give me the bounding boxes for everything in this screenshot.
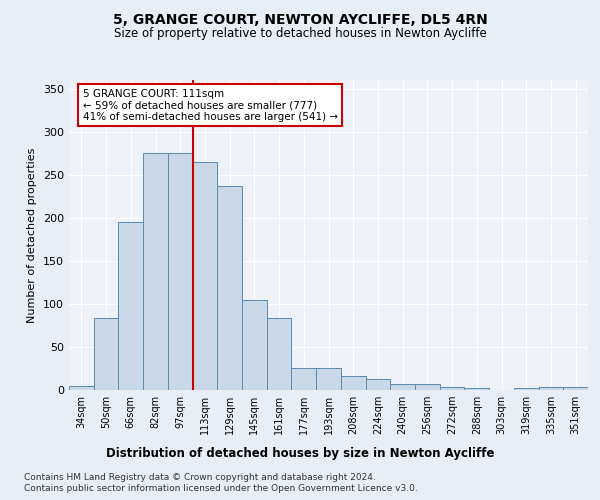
- Y-axis label: Number of detached properties: Number of detached properties: [28, 148, 37, 322]
- Text: Distribution of detached houses by size in Newton Aycliffe: Distribution of detached houses by size …: [106, 448, 494, 460]
- Bar: [193, 162, 217, 390]
- Bar: [390, 384, 415, 390]
- Bar: [514, 388, 539, 390]
- Bar: [94, 318, 118, 390]
- Bar: [464, 388, 489, 390]
- Bar: [267, 318, 292, 390]
- Bar: [168, 153, 193, 390]
- Bar: [539, 388, 563, 390]
- Bar: [415, 384, 440, 390]
- Bar: [440, 386, 464, 390]
- Bar: [217, 186, 242, 390]
- Bar: [242, 300, 267, 390]
- Text: Size of property relative to detached houses in Newton Aycliffe: Size of property relative to detached ho…: [113, 28, 487, 40]
- Bar: [341, 376, 365, 390]
- Text: Contains HM Land Registry data © Crown copyright and database right 2024.: Contains HM Land Registry data © Crown c…: [24, 472, 376, 482]
- Bar: [292, 368, 316, 390]
- Bar: [118, 222, 143, 390]
- Bar: [365, 379, 390, 390]
- Text: 5 GRANGE COURT: 111sqm
← 59% of detached houses are smaller (777)
41% of semi-de: 5 GRANGE COURT: 111sqm ← 59% of detached…: [83, 88, 338, 122]
- Bar: [69, 386, 94, 390]
- Text: Contains public sector information licensed under the Open Government Licence v3: Contains public sector information licen…: [24, 484, 418, 493]
- Bar: [316, 368, 341, 390]
- Bar: [143, 153, 168, 390]
- Bar: [563, 388, 588, 390]
- Text: 5, GRANGE COURT, NEWTON AYCLIFFE, DL5 4RN: 5, GRANGE COURT, NEWTON AYCLIFFE, DL5 4R…: [113, 12, 487, 26]
